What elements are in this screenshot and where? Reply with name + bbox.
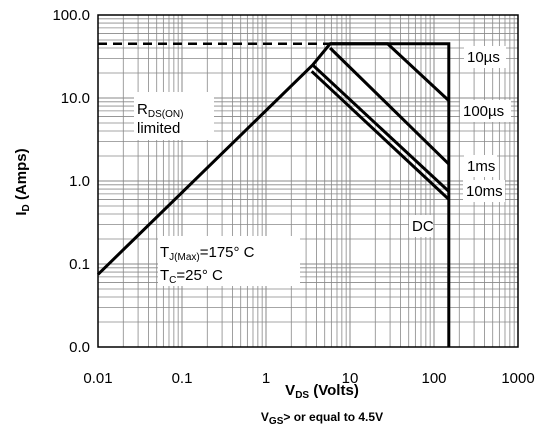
tick-labels: 0.01 0.1 1 10 100 1000 100.0 10.0 1.0 0.1 0.0 <box>52 7 534 387</box>
curve-label-background <box>464 46 506 68</box>
x-tick-label: 100 <box>421 370 446 387</box>
x-tick-label: 10 <box>342 370 359 387</box>
svg-text:limited: limited <box>137 120 180 137</box>
curve-label-background <box>460 100 511 122</box>
x-tick-label: 0.1 <box>172 370 193 387</box>
x-tick-label: 1000 <box>501 370 534 387</box>
temperature-annotation: TJ(Max)=175° C TC=25° C <box>158 236 300 286</box>
curve-label: 100µs <box>463 103 504 120</box>
curve-label-background <box>409 215 433 237</box>
y-axis-title: ID (Amps) <box>13 148 32 215</box>
rds-on-limited-annotation: RDS(ON) limited <box>134 92 214 140</box>
svg-text:VDS (Volts): VDS (Volts) <box>285 382 359 401</box>
soa-curve-100s <box>330 42 450 102</box>
curve-label: DC <box>412 218 434 235</box>
svg-text:RDS(ON): RDS(ON) <box>137 101 183 120</box>
x-tick-label: 0.01 <box>83 370 112 387</box>
soa-curve-dc <box>310 70 450 201</box>
plot-frame <box>97 14 519 348</box>
chart-marks: 10µs 100µs 1ms 10ms DC <box>96 42 511 347</box>
curve-label-background <box>464 155 497 177</box>
svg-text:TJ(Max)=175° C: TJ(Max)=175° C <box>160 244 255 263</box>
svg-text:ID (Amps): ID (Amps) <box>13 148 32 215</box>
soa-curve-1ms <box>329 46 450 166</box>
x-axis-title: VDS (Volts) <box>285 382 359 401</box>
curve-label: 10ms <box>466 183 503 200</box>
footer-vgs-note: VGS> or equal to 4.5V <box>261 410 383 427</box>
x-tick-label: 1 <box>262 370 270 387</box>
y-tick-label: 10.0 <box>61 90 90 107</box>
soa-curve-10ms <box>311 63 450 193</box>
y-tick-label: 100.0 <box>52 7 90 24</box>
y-tick-label: 0.0 <box>69 339 90 356</box>
y-tick-label: 1.0 <box>69 173 90 190</box>
y-tick-label: 0.1 <box>69 256 90 273</box>
curve-label-background <box>463 180 505 202</box>
svg-text:VGS> or equal to 4.5V: VGS> or equal to 4.5V <box>261 410 383 427</box>
svg-text:TC=25° C: TC=25° C <box>160 267 223 286</box>
curve-label: 1ms <box>467 158 495 175</box>
grid <box>97 15 518 348</box>
curve-label: 10µs <box>467 49 500 66</box>
